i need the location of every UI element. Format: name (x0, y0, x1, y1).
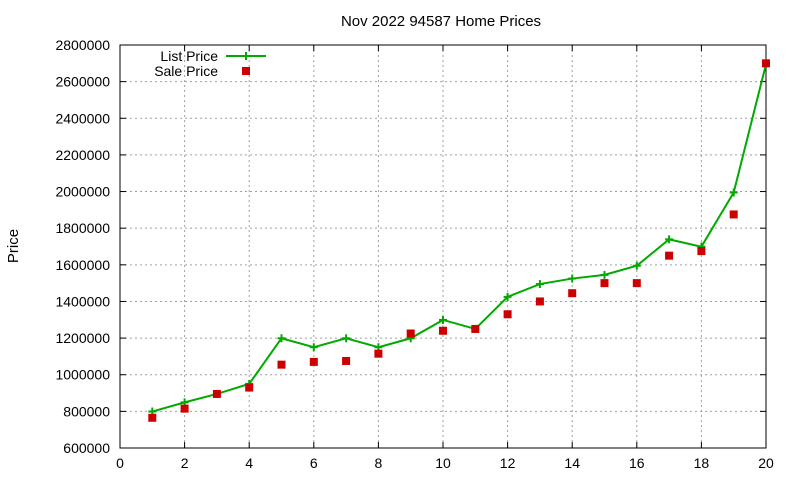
y-axis-label: Price (5, 229, 22, 263)
data-point-cross (600, 270, 609, 279)
data-point-square (342, 356, 351, 365)
y-tick-label: 1400000 (55, 293, 110, 309)
series-line (152, 63, 767, 413)
x-tick-label: 6 (310, 455, 318, 471)
series-group (148, 59, 770, 422)
data-point-square (277, 360, 286, 369)
data-point-square (439, 326, 447, 335)
legend-label: Sale Price (154, 63, 218, 79)
y-tick-label: 600000 (63, 440, 110, 456)
x-tick-label: 4 (245, 455, 253, 471)
x-tick-label: 0 (116, 455, 124, 471)
x-tick-label: 8 (375, 455, 383, 471)
y-tick-label: 1200000 (55, 330, 110, 346)
data-point-square (471, 324, 480, 333)
data-point-square (148, 413, 157, 422)
data-point-cross (342, 334, 351, 343)
y-tick-label: 800000 (63, 403, 110, 419)
data-point-square (180, 404, 189, 413)
x-tick-label: 18 (694, 455, 710, 471)
data-point-square (697, 247, 706, 256)
data-point-cross (309, 343, 318, 352)
legend-swatch-square (242, 67, 250, 75)
series-sale-price (148, 59, 770, 422)
axes: 0 2 4 6 8 10 12 14 16 18 20 600000 800000 1000000 1200… (55, 37, 774, 471)
x-tick-label: 10 (435, 455, 451, 471)
data-point-square (535, 297, 544, 306)
data-point-square (729, 210, 738, 219)
data-point-square (212, 389, 221, 398)
data-point-square (406, 329, 415, 338)
data-point-cross (277, 334, 286, 343)
data-point-square (600, 279, 609, 288)
data-point-square (762, 59, 770, 68)
data-point-square (503, 310, 512, 319)
y-tick-label: 2200000 (55, 147, 110, 163)
x-tick-label: 16 (629, 455, 645, 471)
data-point-cross (568, 274, 577, 283)
x-tick-label: 12 (500, 455, 516, 471)
x-tick-label: 14 (564, 455, 580, 471)
y-tick-label: 2000000 (55, 184, 110, 200)
y-tick-label: 2800000 (55, 37, 110, 53)
data-point-square (568, 289, 577, 298)
legend-label: List Price (160, 48, 218, 64)
data-point-cross (535, 280, 544, 289)
y-tick-label: 2600000 (55, 74, 110, 90)
data-point-square (309, 357, 318, 366)
chart-title: Nov 2022 94587 Home Prices (341, 13, 541, 30)
y-tick-label: 2400000 (55, 110, 110, 126)
x-tick-label: 2 (181, 455, 189, 471)
data-point-cross (503, 292, 512, 301)
y-tick-label: 1800000 (55, 220, 110, 236)
y-tick-label: 1600000 (55, 257, 110, 273)
data-point-cross (665, 235, 674, 244)
data-point-cross (632, 261, 641, 270)
data-point-cross (729, 188, 738, 197)
data-point-square (245, 383, 254, 392)
data-point-square (374, 349, 383, 358)
data-point-square (665, 251, 674, 260)
y-tick-label: 1000000 (55, 367, 110, 383)
data-point-cross (439, 315, 447, 324)
data-point-square (632, 279, 641, 288)
x-tick-label: 20 (758, 455, 774, 471)
